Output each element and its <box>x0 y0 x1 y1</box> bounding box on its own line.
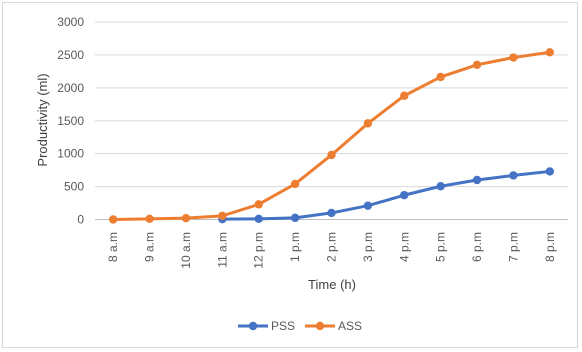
data-point <box>400 91 409 100</box>
y-tick-label: 1000 <box>57 147 84 161</box>
legend-swatch-marker <box>315 321 325 331</box>
y-tick-label: 0 <box>77 213 84 227</box>
x-tick-label: 11 a.m <box>215 232 229 268</box>
x-axis-title: Time (h) <box>308 277 356 292</box>
data-point <box>472 175 482 185</box>
x-tick-label: 1 p.m <box>288 232 302 262</box>
data-point <box>254 214 263 224</box>
data-point <box>145 214 154 224</box>
x-axis-tick-labels: 8 a.m 9 a.m 10 a.m 11 a.m 12 p.m 1 p.m 2 p.m 3 … <box>106 232 557 269</box>
data-point <box>363 201 373 210</box>
legend-label: PSS <box>271 319 295 333</box>
data-point <box>545 48 555 57</box>
data-point <box>327 150 336 160</box>
series-line-pss <box>220 169 552 221</box>
data-point <box>545 167 555 176</box>
data-point <box>472 60 482 69</box>
data-point <box>509 53 518 62</box>
x-tick-label: 5 p.m <box>434 232 448 262</box>
data-point <box>181 213 191 223</box>
series-pss <box>218 167 555 224</box>
data-point <box>400 190 409 200</box>
x-tick-label: 3 p.m <box>361 232 375 262</box>
data-point <box>290 179 300 189</box>
y-tick-label: 2500 <box>57 48 84 62</box>
x-tick-label: 9 a.m <box>143 232 157 262</box>
data-point <box>290 213 300 223</box>
y-tick-label: 2000 <box>57 81 84 95</box>
x-tick-label: 2 p.m <box>325 232 339 262</box>
x-tick-label: 8 p.m <box>543 232 557 262</box>
data-point <box>108 215 118 224</box>
data-point <box>363 119 373 128</box>
x-tick-label: 6 p.m <box>470 232 484 262</box>
chart-frame <box>2 2 578 348</box>
legend-swatch-marker <box>248 321 258 331</box>
y-axis-tick-labels: 0 500 1000 1500 2000 2500 3000 <box>57 15 84 227</box>
y-tick-label: 3000 <box>57 15 84 29</box>
series-ass <box>108 48 555 224</box>
legend-item-pss: PSS <box>238 319 295 333</box>
data-point <box>436 182 445 191</box>
y-axis-title: Productivity (ml) <box>35 73 50 166</box>
y-tick-label: 500 <box>64 180 84 194</box>
data-point <box>218 211 227 221</box>
data-point <box>509 171 518 180</box>
legend: PSS ASS <box>238 319 362 333</box>
legend-item-ass: ASS <box>305 319 362 333</box>
x-tick-label: 7 p.m <box>506 232 520 262</box>
x-tick-label: 12 p.m <box>252 232 266 269</box>
x-tick-label: 4 p.m <box>397 232 411 262</box>
x-tick-label: 10 a.m <box>179 232 193 269</box>
series-group <box>108 48 555 224</box>
y-tick-label: 1500 <box>57 114 84 128</box>
data-point <box>327 208 336 218</box>
data-point <box>436 72 445 82</box>
data-point <box>254 200 263 209</box>
x-tick-label: 8 a.m <box>106 232 120 262</box>
gridlines <box>95 21 568 188</box>
legend-label: ASS <box>338 319 362 333</box>
series-line-ass <box>111 50 552 221</box>
